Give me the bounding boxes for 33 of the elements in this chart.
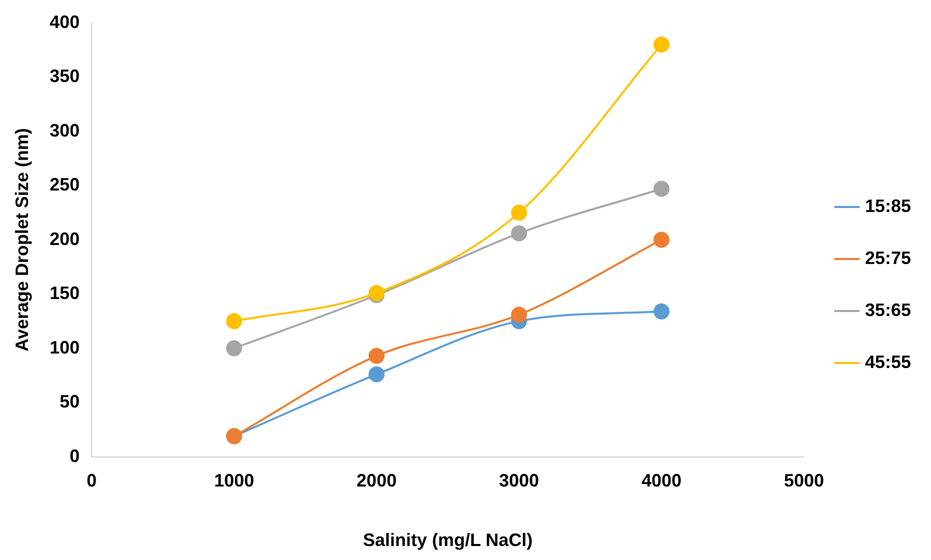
point <box>653 180 670 197</box>
y-tick-label: 300 <box>50 120 80 140</box>
x-tick-label: 1000 <box>214 470 254 491</box>
point <box>368 366 385 382</box>
x-tick-label: 0 <box>86 470 97 491</box>
y-axis-title: Average Droplet Size (nm) <box>12 128 32 352</box>
x-axis-title: Salinity (mg/L NaCl) <box>362 530 533 550</box>
x-tick-label: 3000 <box>499 470 540 491</box>
legend-label: 35:65 <box>864 300 912 320</box>
point <box>226 313 242 330</box>
point <box>511 306 528 323</box>
point <box>226 340 242 356</box>
x-tick-label: 5000 <box>784 470 824 491</box>
point <box>653 303 670 320</box>
point <box>368 284 385 301</box>
legend-label: 25:75 <box>864 248 912 268</box>
y-tick-label: 50 <box>60 392 80 412</box>
y-tick-label: 0 <box>70 446 80 466</box>
x-tick-label: 2000 <box>356 470 397 491</box>
point <box>511 225 528 242</box>
y-tick-label: 100 <box>50 337 80 358</box>
y-tick-label: 200 <box>50 228 80 249</box>
point <box>653 36 670 52</box>
point <box>653 232 670 248</box>
legend-label: 45:55 <box>864 352 912 372</box>
y-tick-label: 400 <box>50 12 80 32</box>
legend-label: 15:85 <box>864 196 912 216</box>
y-tick-label: 350 <box>50 66 80 86</box>
y-tick-label: 150 <box>50 283 80 304</box>
y-tick-label: 250 <box>50 174 80 195</box>
x-tick-label: 4000 <box>641 470 682 491</box>
point <box>511 204 528 221</box>
point <box>368 348 385 364</box>
